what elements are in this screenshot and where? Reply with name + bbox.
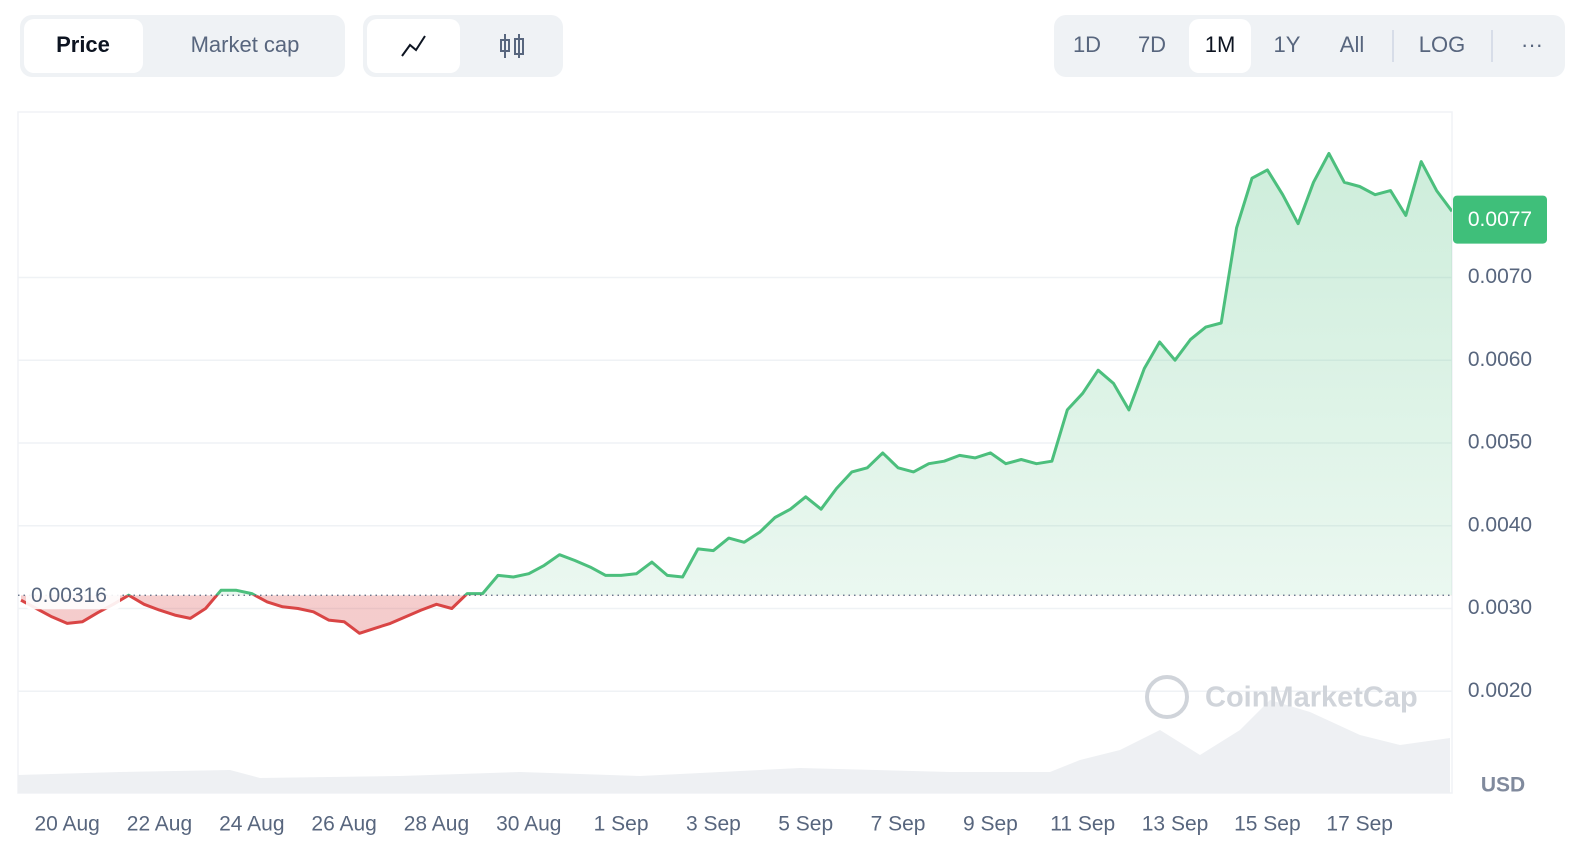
watermark-logo <box>1145 675 1189 719</box>
x-tick-label: 7 Sep <box>871 813 926 836</box>
line-icon <box>401 35 426 57</box>
log-toggle[interactable]: LOG <box>1419 32 1465 57</box>
current-price-label: 0.0077 <box>1468 208 1532 231</box>
range-1d[interactable]: 1D <box>1073 32 1101 57</box>
x-tick-label: 26 Aug <box>311 813 376 836</box>
current-price-badge <box>1453 195 1547 244</box>
x-tick-label: 11 Sep <box>1050 813 1115 836</box>
active-tab <box>24 19 143 73</box>
x-tick-label: 1 Sep <box>594 813 649 836</box>
tab-market-cap[interactable]: Market cap <box>191 32 300 57</box>
x-tick-label: 20 Aug <box>34 813 99 836</box>
more-button[interactable]: ··· <box>1521 32 1543 57</box>
baseline-label-bg <box>26 581 120 610</box>
line-style-button[interactable] <box>367 19 460 73</box>
y-tick-label: 0.0030 <box>1468 596 1532 619</box>
y-tick-label: 0.0050 <box>1468 431 1532 454</box>
range-1y[interactable]: 1Y <box>1274 32 1301 57</box>
y-tick-label: 0.0020 <box>1468 679 1532 702</box>
range-toggle <box>1054 15 1565 77</box>
x-tick-label: 28 Aug <box>404 813 469 836</box>
range-all[interactable]: All <box>1340 32 1364 57</box>
x-tick-label: 17 Sep <box>1326 813 1393 836</box>
x-tick-label: 24 Aug <box>219 813 284 836</box>
candle-icon[interactable] <box>500 34 524 58</box>
price-line-down <box>20 595 468 635</box>
y-tick-label: 0.0040 <box>1468 513 1532 536</box>
x-tick-label: 5 Sep <box>778 813 833 836</box>
tab-price[interactable]: Price <box>56 32 110 57</box>
y-tick-label: 0.0070 <box>1468 265 1532 288</box>
currency-label: USD <box>1481 774 1525 797</box>
baseline-label: 0.00316 <box>31 584 107 607</box>
x-tick-label: 13 Sep <box>1142 813 1209 836</box>
plot: 0.0020 0.0030 0.0040 0.0050 0.0060 0.0070 20 A… <box>18 151 1532 836</box>
x-tick-label: 22 Aug <box>127 813 192 836</box>
area-below <box>21 595 1452 634</box>
x-tick-label: 9 Sep <box>963 813 1018 836</box>
y-tick-label: 0.0060 <box>1468 348 1532 371</box>
x-tick-label: 15 Sep <box>1234 813 1301 836</box>
watermark: CoinMarketCap <box>1205 682 1418 714</box>
active-range <box>1189 19 1251 73</box>
range-1m[interactable]: 1M <box>1205 32 1236 57</box>
area-above <box>128 153 1452 596</box>
price-line-up <box>125 151 1452 596</box>
volume-area <box>18 700 1450 793</box>
x-tick-label: 3 Sep <box>686 813 741 836</box>
x-tick-label: 30 Aug <box>496 813 561 836</box>
range-7d[interactable]: 7D <box>1138 32 1166 57</box>
